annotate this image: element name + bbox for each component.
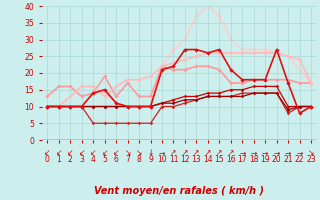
Text: →: → <box>262 148 268 157</box>
Text: ↙: ↙ <box>90 148 96 157</box>
Text: ↙: ↙ <box>56 148 62 157</box>
Text: ↘: ↘ <box>308 148 314 157</box>
Text: ↙: ↙ <box>44 148 51 157</box>
Text: ↙: ↙ <box>67 148 74 157</box>
Text: ↗: ↗ <box>182 148 188 157</box>
Text: ↙: ↙ <box>113 148 119 157</box>
Text: →: → <box>251 148 257 157</box>
Text: →: → <box>274 148 280 157</box>
Text: ↙: ↙ <box>78 148 85 157</box>
Text: →: → <box>285 148 291 157</box>
Text: ↘: ↘ <box>136 148 142 157</box>
Text: ↗: ↗ <box>193 148 200 157</box>
Text: ↓: ↓ <box>147 148 154 157</box>
Text: →: → <box>296 148 303 157</box>
Text: ↗: ↗ <box>228 148 234 157</box>
Text: ↙: ↙ <box>101 148 108 157</box>
X-axis label: Vent moyen/en rafales ( km/h ): Vent moyen/en rafales ( km/h ) <box>94 186 264 196</box>
Text: →: → <box>239 148 245 157</box>
Text: ↘: ↘ <box>124 148 131 157</box>
Text: ↗: ↗ <box>205 148 211 157</box>
Text: →: → <box>159 148 165 157</box>
Text: ↗: ↗ <box>216 148 222 157</box>
Text: ↗: ↗ <box>170 148 177 157</box>
